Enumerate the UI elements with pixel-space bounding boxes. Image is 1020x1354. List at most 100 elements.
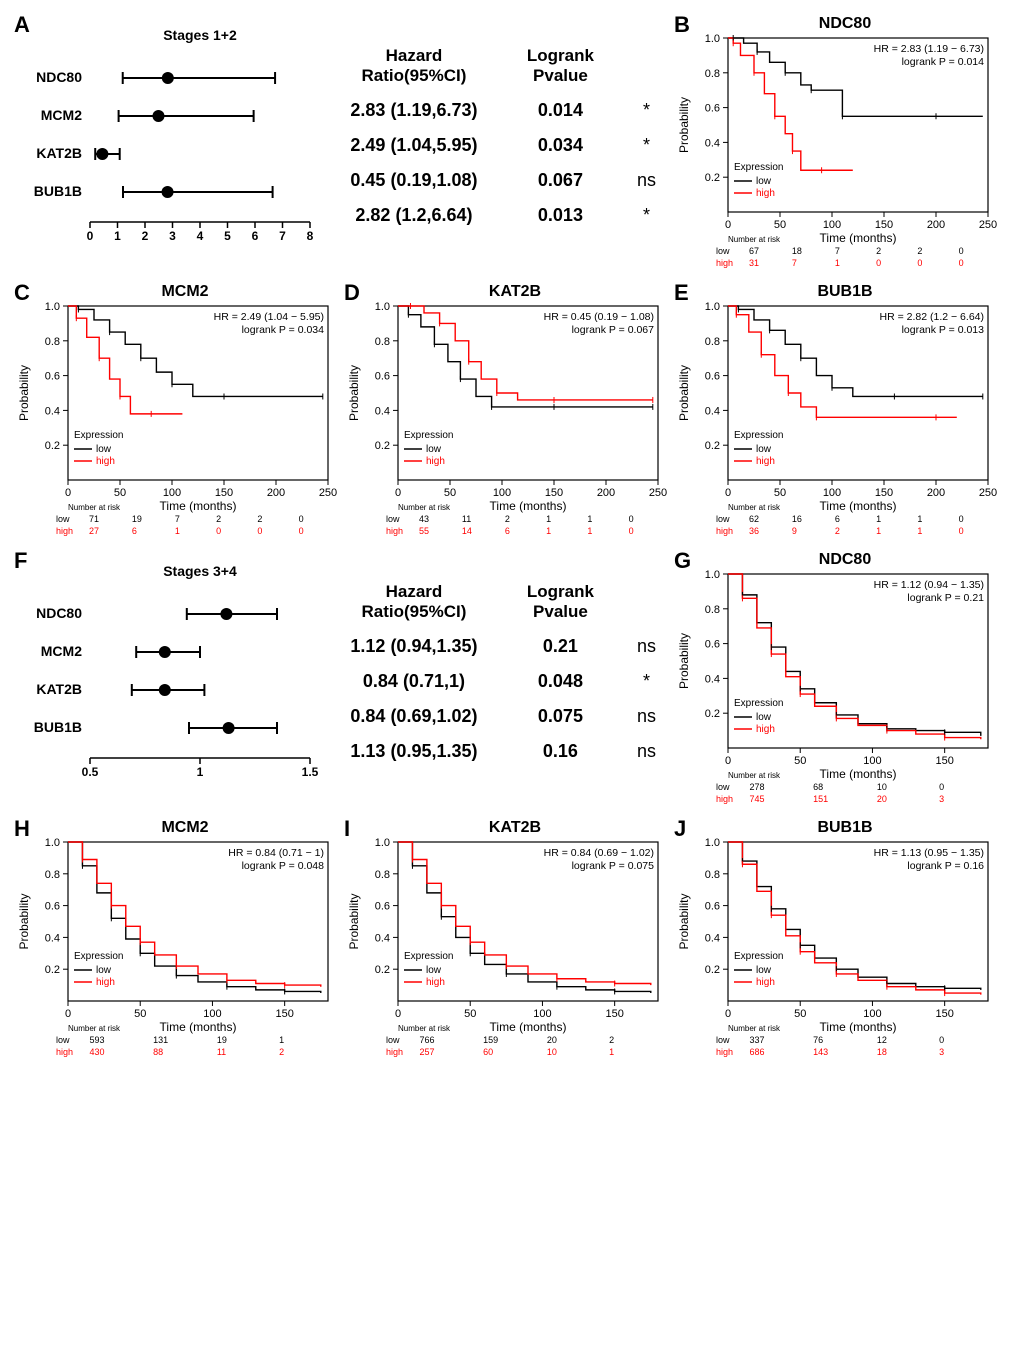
svg-text:Expression: Expression xyxy=(734,951,783,962)
svg-text:NDC80: NDC80 xyxy=(36,605,82,621)
km-panel-D: D KAT2B0.20.40.60.81.0Probability0501001… xyxy=(340,278,670,538)
svg-text:250: 250 xyxy=(649,487,667,499)
svg-text:high: high xyxy=(756,188,775,199)
svg-text:BUB1B: BUB1B xyxy=(34,719,82,735)
svg-text:MCM2: MCM2 xyxy=(41,643,82,659)
svg-text:0.8: 0.8 xyxy=(705,68,720,80)
panel-label-E: E xyxy=(674,280,689,306)
svg-text:Probability: Probability xyxy=(347,893,361,949)
panel-label-I: I xyxy=(344,816,350,842)
svg-text:250: 250 xyxy=(319,487,337,499)
svg-text:logrank P = 0.014: logrank P = 0.014 xyxy=(902,56,985,68)
svg-text:low: low xyxy=(426,444,442,455)
svg-text:0: 0 xyxy=(87,229,94,243)
svg-text:150: 150 xyxy=(275,1008,293,1020)
svg-text:high: high xyxy=(756,456,775,467)
panel-label-D: D xyxy=(344,280,360,306)
svg-text:KAT2B: KAT2B xyxy=(36,145,82,161)
panel-label-A: A xyxy=(14,12,30,38)
svg-text:Probability: Probability xyxy=(677,633,691,689)
svg-text:1.0: 1.0 xyxy=(375,301,390,313)
svg-text:0.8: 0.8 xyxy=(375,869,390,881)
svg-text:1.5: 1.5 xyxy=(302,765,319,779)
svg-text:low: low xyxy=(756,176,772,187)
svg-text:1.0: 1.0 xyxy=(375,837,390,849)
svg-text:1: 1 xyxy=(114,229,121,243)
svg-text:high: high xyxy=(756,977,775,988)
km-panel-E: E BUB1B0.20.40.60.81.0Probability0501001… xyxy=(670,278,1000,538)
svg-text:high: high xyxy=(96,977,115,988)
svg-text:low: low xyxy=(756,712,772,723)
svg-text:250: 250 xyxy=(979,219,997,231)
svg-text:NDC80: NDC80 xyxy=(36,69,82,85)
svg-text:HR = 1.12 (0.94 − 1.35): HR = 1.12 (0.94 − 1.35) xyxy=(874,579,984,591)
svg-text:50: 50 xyxy=(774,219,786,231)
figure-container: A Stages 1+2NDC80MCM2KAT2BBUB1B012345678… xyxy=(10,10,1010,1059)
svg-text:HR = 0.84 (0.69 − 1.02): HR = 0.84 (0.69 − 1.02) xyxy=(544,847,654,859)
svg-text:150: 150 xyxy=(935,755,953,767)
svg-text:0: 0 xyxy=(395,1008,401,1020)
svg-text:KAT2B: KAT2B xyxy=(489,819,541,836)
svg-text:150: 150 xyxy=(875,487,893,499)
svg-text:high: high xyxy=(756,724,775,735)
svg-text:MCM2: MCM2 xyxy=(161,283,208,300)
svg-text:0.8: 0.8 xyxy=(705,336,720,348)
risk-table: Number at risklow593131191high43088112 xyxy=(54,1024,340,1059)
svg-text:Expression: Expression xyxy=(404,430,453,441)
svg-text:HR = 0.45 (0.19 − 1.08): HR = 0.45 (0.19 − 1.08) xyxy=(544,311,654,323)
svg-text:high: high xyxy=(426,977,445,988)
svg-text:1.0: 1.0 xyxy=(705,301,720,313)
svg-text:low: low xyxy=(756,444,772,455)
svg-text:logrank P = 0.075: logrank P = 0.075 xyxy=(572,860,655,872)
svg-text:logrank P = 0.21: logrank P = 0.21 xyxy=(907,592,984,604)
svg-text:0: 0 xyxy=(725,219,731,231)
svg-text:0.8: 0.8 xyxy=(705,604,720,616)
svg-text:0.2: 0.2 xyxy=(375,964,390,976)
svg-text:0.6: 0.6 xyxy=(705,901,720,913)
svg-text:logrank P = 0.067: logrank P = 0.067 xyxy=(572,324,655,336)
panel-label-B: B xyxy=(674,12,690,38)
svg-text:high: high xyxy=(426,456,445,467)
svg-text:BUB1B: BUB1B xyxy=(817,819,872,836)
svg-text:1: 1 xyxy=(197,765,204,779)
svg-text:0.2: 0.2 xyxy=(705,964,720,976)
svg-text:HR = 2.82 (1.2 − 6.64): HR = 2.82 (1.2 − 6.64) xyxy=(880,311,984,323)
svg-text:100: 100 xyxy=(823,487,841,499)
km-panel-J: J BUB1B0.20.40.60.81.0Probability0501001… xyxy=(670,814,1000,1059)
svg-text:0.5: 0.5 xyxy=(82,765,99,779)
svg-text:BUB1B: BUB1B xyxy=(817,283,872,300)
svg-text:150: 150 xyxy=(215,487,233,499)
svg-text:0.4: 0.4 xyxy=(375,405,390,417)
svg-text:100: 100 xyxy=(203,1008,221,1020)
svg-text:0.6: 0.6 xyxy=(705,103,720,115)
svg-text:low: low xyxy=(756,965,772,976)
svg-text:Expression: Expression xyxy=(74,430,123,441)
svg-text:1.0: 1.0 xyxy=(705,33,720,45)
panel-label-F: F xyxy=(14,548,27,574)
svg-text:4: 4 xyxy=(197,229,204,243)
svg-text:0.2: 0.2 xyxy=(375,440,390,452)
svg-text:0.8: 0.8 xyxy=(45,869,60,881)
svg-text:100: 100 xyxy=(823,219,841,231)
svg-text:200: 200 xyxy=(597,487,615,499)
svg-text:5: 5 xyxy=(224,229,231,243)
svg-text:1.0: 1.0 xyxy=(45,301,60,313)
svg-text:logrank P = 0.16: logrank P = 0.16 xyxy=(907,860,984,872)
svg-text:0.4: 0.4 xyxy=(45,405,60,417)
svg-text:6: 6 xyxy=(252,229,259,243)
svg-text:0.6: 0.6 xyxy=(375,371,390,383)
risk-table: Number at risklow43112110high55146110 xyxy=(384,503,670,538)
svg-text:0.8: 0.8 xyxy=(705,869,720,881)
forest-hr-table: Hazard Ratio(95%CI)Logrank Pvalue1.12 (0… xyxy=(330,574,670,770)
svg-text:HR = 0.84 (0.71 − 1): HR = 0.84 (0.71 − 1) xyxy=(228,847,324,859)
svg-text:Probability: Probability xyxy=(347,365,361,421)
svg-text:Stages 1+2: Stages 1+2 xyxy=(163,27,237,43)
svg-text:3: 3 xyxy=(169,229,176,243)
svg-text:Expression: Expression xyxy=(734,698,783,709)
svg-text:100: 100 xyxy=(863,1008,881,1020)
svg-text:0: 0 xyxy=(65,1008,71,1020)
risk-table: Number at risklow67187220high3171000 xyxy=(714,235,1000,270)
svg-text:150: 150 xyxy=(605,1008,623,1020)
svg-text:HR = 2.83 (1.19 − 6.73): HR = 2.83 (1.19 − 6.73) xyxy=(874,43,984,55)
svg-text:1.0: 1.0 xyxy=(705,569,720,581)
